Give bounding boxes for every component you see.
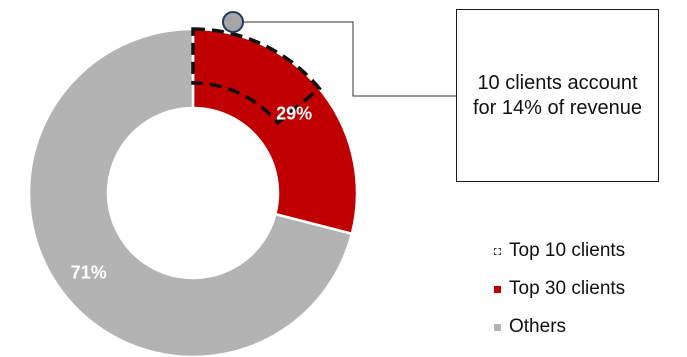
data-label-others: 71% (71, 263, 107, 283)
legend-item-top-30: Top 30 clients (494, 270, 625, 308)
data-label-top-30: 29% (276, 103, 312, 123)
legend-label-others: Others (509, 316, 567, 337)
legend-marker-others (494, 323, 501, 331)
legend-label-top-10: Top 10 clients (509, 240, 626, 261)
legend-item-top-10: Top 10 clients (494, 232, 625, 270)
legend: Top 10 clients Top 30 clients Others (494, 232, 625, 346)
legend-marker-top-10 (494, 247, 501, 255)
legend-item-others: Others (494, 308, 625, 346)
callout-leader-line (241, 21, 456, 97)
callout-marker-dot (222, 11, 244, 33)
legend-marker-top-30 (494, 285, 501, 293)
top-10-dashed-outline (191, 27, 322, 126)
callout-box: 10 clients account for 14% of revenue (456, 9, 659, 182)
slice-top-30-clients (191, 27, 359, 236)
legend-label-top-30: Top 30 clients (509, 278, 626, 299)
callout-text: 10 clients account for 14% of revenue (473, 71, 642, 119)
